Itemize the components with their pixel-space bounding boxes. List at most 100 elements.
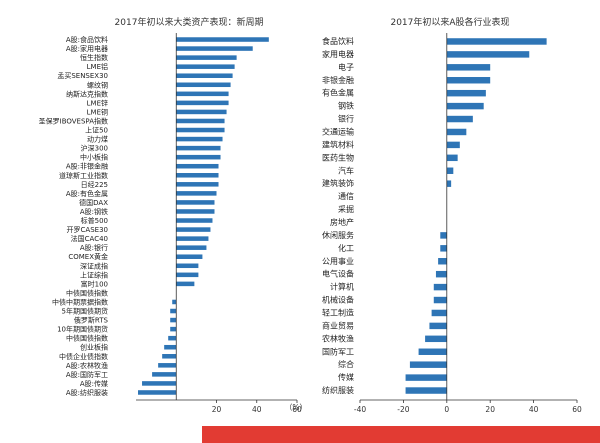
- right-chart-a-share-industries: 2017年初以来A股各行业表现 食品饮料家用电器电子非银金融有色金属钢铁银行交通…: [322, 16, 582, 414]
- left-bar-33: [168, 335, 177, 341]
- left-bar-29: [172, 299, 177, 305]
- left-bar-24: [176, 254, 203, 259]
- left-category-label-6: 纳斯达克指数: [66, 89, 108, 98]
- left-category-label-31: 俄罗斯RTS: [74, 316, 109, 325]
- right-tick-label-4: 40: [529, 405, 539, 414]
- left-category-label-7: LME锌: [87, 98, 108, 107]
- right-bar-15: [440, 232, 447, 239]
- left-bar-7: [176, 100, 229, 106]
- left-category-label-36: A股:农林牧渔: [66, 361, 108, 370]
- left-bar-18: [176, 200, 215, 205]
- left-bar-17: [176, 191, 217, 196]
- left-category-label-20: 标普500: [81, 216, 108, 225]
- right-bar-23: [425, 335, 447, 343]
- left-category-label-12: 沪深300: [81, 144, 108, 153]
- left-category-label-37: A股:国防军工: [66, 370, 108, 379]
- left-bar-11: [176, 136, 223, 142]
- left-category-label-14: A股:非银金融: [66, 162, 108, 171]
- left-chart-title: 2017年初以来大类资产表现：新周期: [115, 16, 264, 28]
- left-bar-15: [176, 173, 219, 178]
- left-bar-0: [176, 37, 269, 42]
- left-bar-26: [176, 272, 199, 278]
- left-bar-20: [176, 218, 213, 223]
- right-category-label-10: 汽车: [338, 165, 354, 175]
- left-bar-16: [176, 182, 219, 187]
- left-bar-6: [176, 91, 229, 97]
- left-bar-13: [176, 154, 221, 160]
- right-tick-label-3: 20: [485, 405, 495, 414]
- right-chart-x-ticks: -40 -20 0 20 40 60: [354, 400, 582, 414]
- left-category-label-29: 中债中期票据指数: [52, 297, 108, 306]
- left-tick-label-0: 20: [212, 405, 222, 414]
- left-chart-asset-classes: 2017年初以来大类资产表现：新周期 A股:食品饮料A股:家用电器恒生指数LME…: [39, 16, 307, 414]
- right-bar-0: [446, 38, 547, 45]
- left-chart-bars: [138, 37, 269, 395]
- right-category-label-27: 纺织服装: [322, 385, 354, 395]
- left-bar-38: [142, 381, 177, 386]
- right-bar-17: [438, 258, 447, 265]
- left-bar-14: [176, 163, 219, 169]
- right-category-label-3: 非银金融: [322, 75, 354, 85]
- left-tick-label-1: 40: [252, 405, 262, 414]
- right-category-label-24: 国防军工: [322, 346, 354, 356]
- left-category-label-25: 深证成指: [80, 261, 108, 270]
- left-chart-unit-label: （%）: [285, 403, 307, 412]
- left-bar-31: [170, 317, 177, 323]
- right-category-label-16: 化工: [338, 243, 354, 253]
- left-bar-9: [176, 118, 225, 124]
- right-category-label-22: 商业贸易: [322, 320, 354, 330]
- left-category-label-17: A股:有色金属: [66, 189, 108, 198]
- right-category-label-25: 综合: [338, 359, 354, 369]
- left-category-label-23: A股:银行: [80, 243, 108, 252]
- right-category-label-13: 采掘: [338, 204, 354, 214]
- left-category-label-10: 上证50: [85, 126, 108, 135]
- right-bar-26: [405, 374, 447, 381]
- right-bar-3: [446, 77, 491, 84]
- right-bar-20: [433, 296, 447, 304]
- left-bar-10: [176, 127, 225, 133]
- left-bar-39: [138, 390, 177, 395]
- right-bar-5: [446, 102, 484, 110]
- right-bar-21: [431, 309, 447, 317]
- right-bar-22: [429, 322, 447, 330]
- right-bar-1: [446, 51, 530, 58]
- right-bar-4: [446, 89, 486, 97]
- right-category-label-17: 公用事业: [322, 256, 354, 266]
- right-chart-bars: [405, 38, 547, 394]
- left-bar-36: [158, 363, 177, 368]
- right-category-label-4: 有色金属: [322, 88, 354, 98]
- right-bar-27: [405, 387, 447, 394]
- left-bar-4: [176, 73, 233, 78]
- right-category-label-7: 交通运输: [322, 126, 354, 136]
- right-category-label-18: 电气设备: [322, 269, 354, 279]
- right-bar-16: [440, 245, 447, 252]
- right-bar-7: [446, 128, 467, 136]
- right-bar-6: [446, 115, 473, 123]
- left-category-label-38: A股:传媒: [80, 379, 108, 388]
- right-tick-label-5: 60: [572, 405, 582, 414]
- left-bar-8: [176, 109, 227, 115]
- left-category-label-24: COMEX黄金: [68, 252, 108, 261]
- left-category-label-39: A股:纺织服装: [66, 388, 108, 397]
- left-category-label-16: 日经225: [81, 180, 108, 189]
- left-category-label-27: 富时100: [81, 279, 108, 288]
- left-category-label-3: LME铝: [87, 62, 108, 71]
- right-category-label-26: 传媒: [338, 372, 354, 382]
- right-category-label-20: 机械设备: [322, 295, 354, 305]
- right-category-label-9: 医药生物: [322, 152, 354, 162]
- left-bar-25: [176, 263, 199, 269]
- right-category-label-23: 农林牧渔: [322, 333, 354, 343]
- right-category-label-19: 计算机: [330, 282, 354, 292]
- left-bar-21: [176, 227, 211, 232]
- right-category-label-8: 建筑材料: [322, 139, 354, 149]
- left-chart-x-ticks: 20 40 60: [212, 400, 302, 414]
- right-category-label-6: 银行: [338, 114, 354, 124]
- left-bar-22: [176, 236, 209, 241]
- right-bar-19: [433, 283, 447, 291]
- left-category-label-34: 创业板指: [80, 343, 108, 352]
- left-bar-35: [162, 354, 177, 359]
- right-chart-title: 2017年初以来A股各行业表现: [390, 16, 509, 28]
- left-category-label-1: A股:家用电器: [66, 44, 108, 53]
- right-bar-8: [446, 141, 460, 149]
- right-category-label-14: 房地产: [330, 217, 354, 227]
